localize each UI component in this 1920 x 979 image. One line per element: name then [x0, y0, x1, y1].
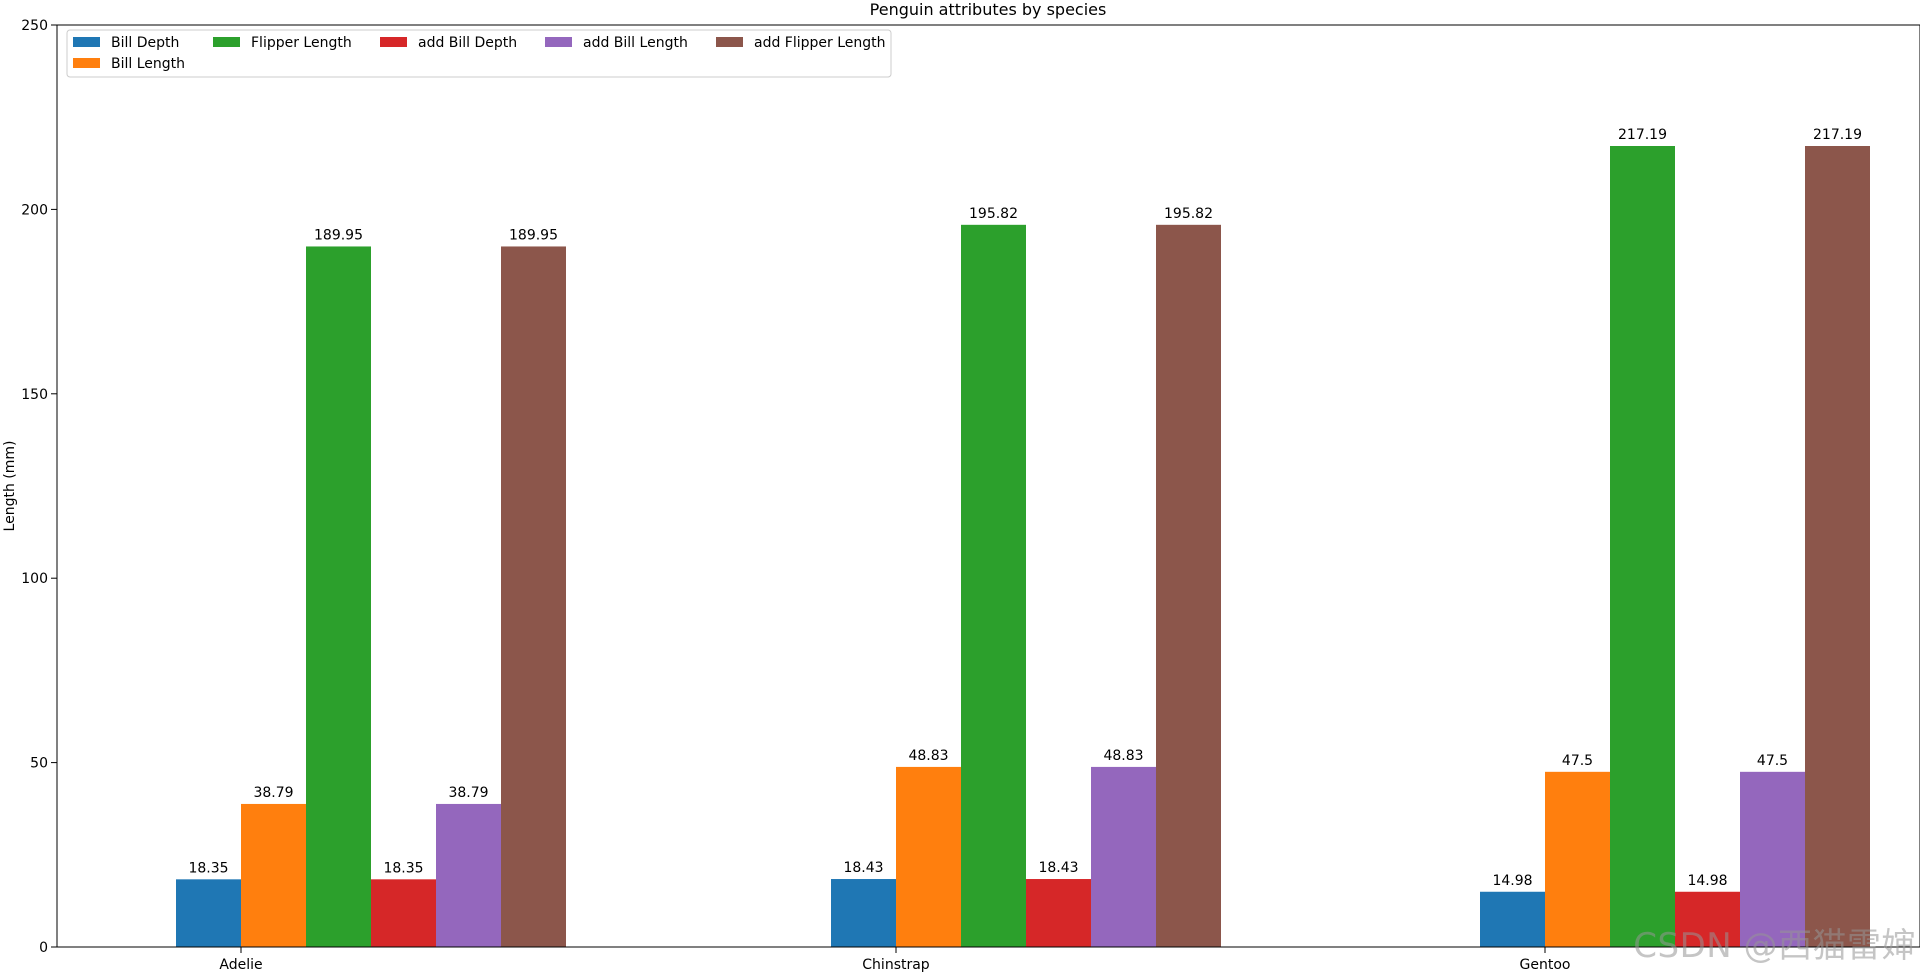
legend-swatch-add-bill-depth [380, 37, 407, 47]
data-label-add-bill-depth-chinstrap: 18.43 [1038, 860, 1078, 876]
legend: Bill Depth Bill Length Flipper Length add B… [66, 29, 892, 78]
bar-flipper-length-chinstrap [961, 224, 1026, 947]
legend-label-add-bill-depth: add Bill Depth [418, 35, 517, 51]
bars-layer [176, 146, 1870, 947]
bar-add-flipper-length-adelie [501, 246, 566, 947]
legend-swatch-bill-depth [73, 37, 100, 47]
data-label-add-bill-length-chinstrap: 48.83 [1103, 748, 1143, 764]
bar-add-bill-length-gentoo [1740, 771, 1805, 947]
y-tick-label: 50 [30, 756, 48, 772]
watermark: CSDN @西猫雷婶 [1633, 926, 1916, 966]
bar-flipper-length-adelie [306, 246, 371, 947]
legend-label-add-flipper-length: add Flipper Length [754, 35, 886, 51]
y-tick-label: 0 [39, 940, 48, 956]
bar-add-bill-depth-chinstrap [1026, 879, 1091, 947]
data-label-flipper-length-adelie: 189.95 [314, 227, 363, 243]
bar-add-bill-length-adelie [436, 803, 501, 947]
y-tick-label: 200 [21, 202, 48, 218]
data-label-add-bill-depth-gentoo: 14.98 [1687, 873, 1727, 889]
data-label-flipper-length-chinstrap: 195.82 [969, 206, 1018, 222]
data-label-add-bill-length-gentoo: 47.5 [1757, 753, 1788, 769]
legend-swatch-flipper-length [213, 37, 240, 47]
data-label-add-flipper-length-gentoo: 217.19 [1813, 127, 1862, 143]
legend-label-flipper-length: Flipper Length [251, 35, 352, 51]
y-axis-label: Length (mm) [2, 441, 18, 532]
y-tick-label: 150 [21, 387, 48, 403]
x-axis: Adelie Chinstrap Gentoo [219, 947, 1570, 973]
x-tick-label-adelie: Adelie [219, 957, 262, 973]
y-tick-label: 100 [21, 571, 48, 587]
data-label-bill-depth-chinstrap: 18.43 [843, 860, 883, 876]
x-tick-label-gentoo: Gentoo [1520, 957, 1571, 973]
bar-add-flipper-length-chinstrap [1156, 224, 1221, 947]
bar-flipper-length-gentoo [1610, 146, 1675, 947]
bar-bill-depth-chinstrap [831, 879, 896, 947]
bar-add-bill-depth-gentoo [1675, 891, 1740, 947]
bar-add-bill-length-chinstrap [1091, 766, 1156, 947]
data-labels-layer: 18.35 38.79 189.95 18.35 38.79 189.95 18.43 48.… [188, 127, 1862, 889]
data-label-add-bill-length-adelie: 38.79 [448, 785, 488, 801]
bar-add-bill-depth-adelie [371, 879, 436, 947]
bar-bill-depth-gentoo [1480, 891, 1545, 947]
plot-frame [56, 24, 1920, 948]
bar-bill-length-chinstrap [896, 766, 961, 947]
chart-title: Penguin attributes by species [870, 0, 1107, 19]
data-label-flipper-length-gentoo: 217.19 [1618, 127, 1667, 143]
legend-label-add-bill-length: add Bill Length [583, 35, 688, 51]
legend-swatch-add-bill-length [545, 37, 572, 47]
x-tick-label-chinstrap: Chinstrap [862, 957, 930, 973]
y-axis: 0 50 100 150 200 250 [21, 18, 57, 956]
bar-bill-length-gentoo [1545, 771, 1610, 947]
legend-label-bill-depth: Bill Depth [111, 35, 179, 51]
data-label-add-flipper-length-adelie: 189.95 [509, 227, 558, 243]
bar-bill-length-adelie [241, 803, 306, 947]
data-label-bill-depth-adelie: 18.35 [188, 860, 228, 876]
legend-swatch-add-flipper-length [716, 37, 743, 47]
data-label-add-flipper-length-chinstrap: 195.82 [1164, 206, 1213, 222]
data-label-bill-depth-gentoo: 14.98 [1492, 873, 1532, 889]
y-tick-label: 250 [21, 18, 48, 34]
bar-add-flipper-length-gentoo [1805, 146, 1870, 947]
data-label-bill-length-adelie: 38.79 [253, 785, 293, 801]
legend-box [66, 29, 892, 78]
legend-label-bill-length: Bill Length [111, 56, 185, 72]
data-label-bill-length-chinstrap: 48.83 [908, 748, 948, 764]
data-label-add-bill-depth-adelie: 18.35 [383, 860, 423, 876]
bar-bill-depth-adelie [176, 879, 241, 947]
legend-swatch-bill-length [73, 58, 100, 68]
data-label-bill-length-gentoo: 47.5 [1562, 753, 1593, 769]
